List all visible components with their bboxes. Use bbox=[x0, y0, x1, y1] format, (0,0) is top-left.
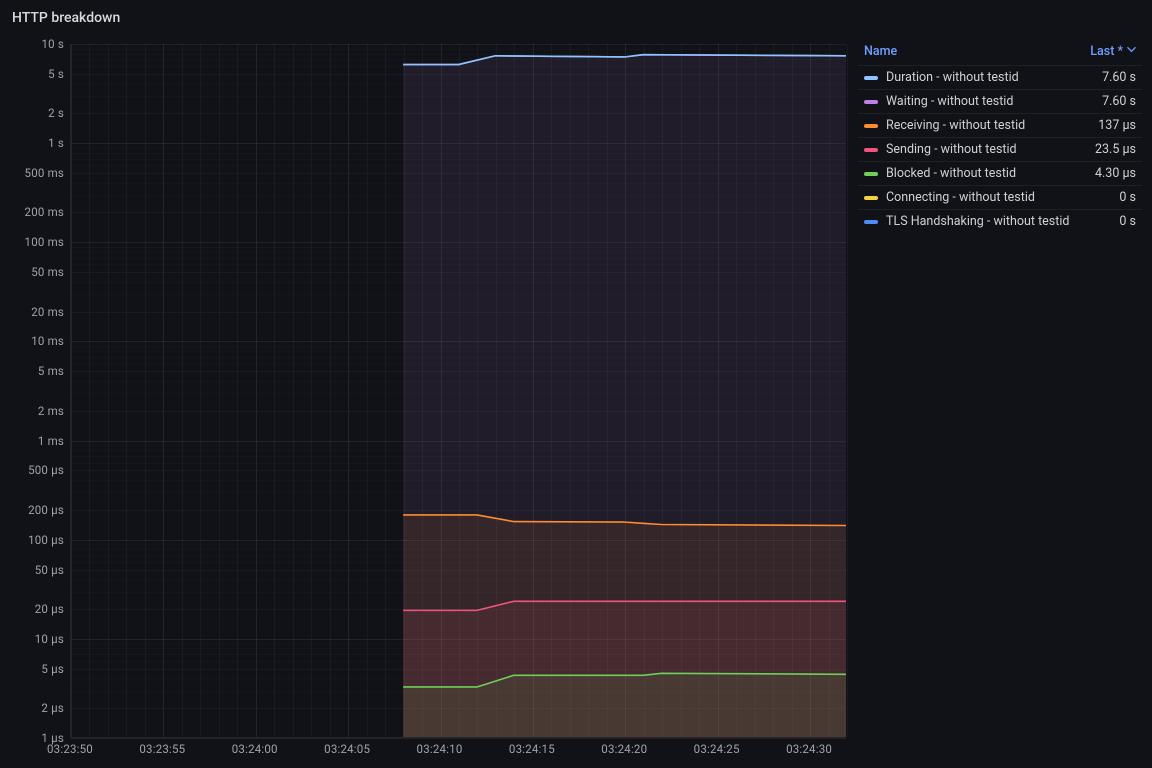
x-axis-label: 03:24:05 bbox=[324, 742, 370, 756]
legend-value: 4.30 µs bbox=[1089, 166, 1136, 181]
y-axis-label: 1 s bbox=[4, 136, 64, 150]
chevron-down-icon bbox=[1127, 43, 1136, 58]
y-axis-label: 50 µs bbox=[4, 563, 64, 577]
legend-value: 137 µs bbox=[1092, 118, 1136, 133]
y-axis-label: 20 ms bbox=[4, 305, 64, 319]
x-axis-label: 03:23:55 bbox=[139, 742, 185, 756]
legend-swatch bbox=[864, 172, 878, 176]
legend-header-last-label: Last * bbox=[1090, 44, 1123, 59]
y-axis-label: 5 s bbox=[4, 67, 64, 81]
legend-header: Name Last * bbox=[858, 40, 1142, 65]
x-axis-label: 03:24:15 bbox=[509, 742, 555, 756]
plot-region[interactable] bbox=[70, 44, 846, 738]
legend-header-last[interactable]: Last * bbox=[1090, 44, 1136, 59]
y-axis-label: 100 ms bbox=[4, 235, 64, 249]
legend-label: Duration - without testid bbox=[886, 70, 1096, 85]
y-axis-label: 500 µs bbox=[4, 463, 64, 477]
legend-value: 7.60 s bbox=[1096, 70, 1136, 85]
y-axis-label: 5 µs bbox=[4, 662, 64, 676]
legend-label: Sending - without testid bbox=[886, 142, 1089, 157]
legend: Name Last * Duration - without testid7.6… bbox=[846, 34, 1142, 762]
y-axis-label: 10 ms bbox=[4, 334, 64, 348]
chart-area[interactable]: 1 µs2 µs5 µs10 µs20 µs50 µs100 µs200 µs5… bbox=[10, 34, 846, 762]
y-axis-label: 200 ms bbox=[4, 205, 64, 219]
y-axis-label: 10 s bbox=[4, 37, 64, 51]
legend-label: TLS Handshaking - without testid bbox=[886, 214, 1113, 229]
y-axis-label: 1 ms bbox=[4, 434, 64, 448]
legend-row[interactable]: Duration - without testid7.60 s bbox=[858, 65, 1142, 89]
legend-label: Waiting - without testid bbox=[886, 94, 1096, 109]
y-axis-label: 500 ms bbox=[4, 166, 64, 180]
legend-value: 0 s bbox=[1113, 214, 1136, 229]
legend-swatch bbox=[864, 220, 878, 224]
legend-value: 7.60 s bbox=[1096, 94, 1136, 109]
y-axis-label: 2 µs bbox=[4, 701, 64, 715]
legend-label: Blocked - without testid bbox=[886, 166, 1089, 181]
y-axis-label: 10 µs bbox=[4, 632, 64, 646]
legend-row[interactable]: Waiting - without testid7.60 s bbox=[858, 89, 1142, 113]
panel-title: HTTP breakdown bbox=[10, 8, 1142, 34]
y-axis-label: 2 ms bbox=[4, 404, 64, 418]
legend-row[interactable]: TLS Handshaking - without testid0 s bbox=[858, 209, 1142, 233]
y-axis-label: 50 ms bbox=[4, 265, 64, 279]
y-axis-label: 2 s bbox=[4, 106, 64, 120]
y-axis-label: 20 µs bbox=[4, 602, 64, 616]
x-axis-label: 03:24:00 bbox=[232, 742, 278, 756]
legend-value: 0 s bbox=[1113, 190, 1136, 205]
legend-row[interactable]: Blocked - without testid4.30 µs bbox=[858, 161, 1142, 185]
y-axis-label: 5 ms bbox=[4, 364, 64, 378]
legend-swatch bbox=[864, 76, 878, 80]
legend-row[interactable]: Sending - without testid23.5 µs bbox=[858, 137, 1142, 161]
y-axis-label: 100 µs bbox=[4, 533, 64, 547]
legend-swatch bbox=[864, 148, 878, 152]
x-axis-label: 03:24:30 bbox=[786, 742, 832, 756]
legend-label: Receiving - without testid bbox=[886, 118, 1092, 133]
x-axis-label: 03:23:50 bbox=[47, 742, 93, 756]
panel-content: 1 µs2 µs5 µs10 µs20 µs50 µs100 µs200 µs5… bbox=[10, 34, 1142, 762]
legend-label: Connecting - without testid bbox=[886, 190, 1113, 205]
y-axis-label: 200 µs bbox=[4, 503, 64, 517]
x-axis-label: 03:24:10 bbox=[417, 742, 463, 756]
legend-swatch bbox=[864, 100, 878, 104]
legend-row[interactable]: Receiving - without testid137 µs bbox=[858, 113, 1142, 137]
legend-swatch bbox=[864, 196, 878, 200]
legend-row[interactable]: Connecting - without testid0 s bbox=[858, 185, 1142, 209]
legend-value: 23.5 µs bbox=[1089, 142, 1136, 157]
x-axis-label: 03:24:20 bbox=[601, 742, 647, 756]
legend-swatch bbox=[864, 124, 878, 128]
x-axis-label: 03:24:25 bbox=[694, 742, 740, 756]
panel-http-breakdown: HTTP breakdown 1 µs2 µs5 µs10 µs20 µs50 … bbox=[0, 0, 1152, 768]
legend-header-name[interactable]: Name bbox=[864, 44, 1090, 59]
